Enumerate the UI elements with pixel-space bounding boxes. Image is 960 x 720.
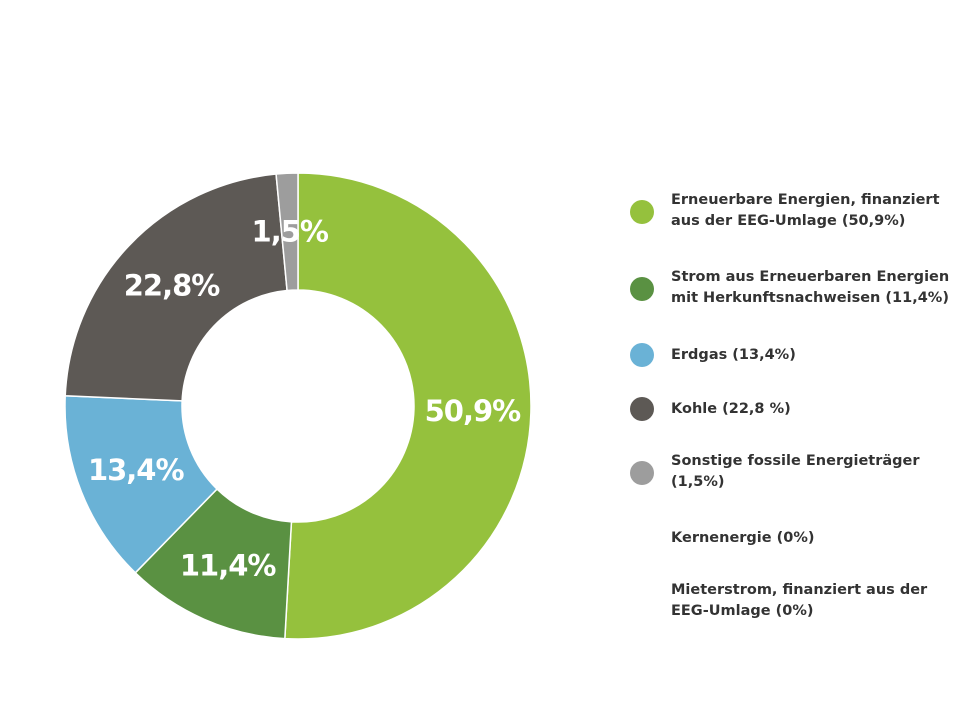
legend-label: Kernenergie (0%) [671,530,815,546]
legend-label: Sonstige fossile Energieträger (1,5%) [671,453,920,490]
legend-label: Strom aus Erneuerbaren Energien mit Herk… [671,269,950,306]
slice-coal [64,173,288,402]
slice-label-natural-gas: 13,4% [88,453,185,487]
legend-item-other-fossil: Sonstige fossile Energieträger (1,5%) [630,451,955,493]
slice-other-fossil [275,172,299,292]
legend-label: Erneuerbare Energien, finanziert aus der… [671,192,940,229]
legend-swatch [630,461,654,485]
legend-label: Mieterstrom, finanziert aus der EEG-Umla… [671,582,928,619]
donut-labels: 50,9% 11,4% 13,4% 22,8% 1,5% [88,215,522,583]
slice-label-renewable-eeg: 50,9% [425,394,522,428]
legend-item-tenant-power: Mieterstrom, finanziert aus der EEG-Umla… [630,580,955,622]
slice-label-renewable-certificates: 11,4% [180,549,277,583]
legend-label: Kohle (22,8 %) [671,401,791,417]
donut-chart: 50,9% 11,4% 13,4% 22,8% 1,5% [64,172,532,640]
legend-swatch [630,343,654,367]
legend-swatch [630,397,654,421]
legend-item-renewable-eeg: Erneuerbare Energien, finanziert aus der… [630,190,955,232]
legend-item-nuclear: Kernenergie (0%) [630,516,955,550]
legend-swatch [630,277,654,301]
slice-label-other-fossil: 1,5% [252,215,329,249]
donut-slices [64,172,532,640]
legend-swatch [630,590,654,614]
slice-natural-gas [64,394,219,574]
legend-item-natural-gas: Erdgas (13,4%) [630,333,955,367]
legend-swatch [630,200,654,224]
legend-item-coal: Kohle (22,8 %) [630,387,955,421]
slice-renewable-eeg [284,172,532,640]
legend-swatch [630,526,654,550]
slice-label-coal: 22,8% [124,269,221,303]
legend-item-renewable-certificates: Strom aus Erneuerbaren Energien mit Herk… [630,267,955,309]
legend-label: Erdgas (13,4%) [671,347,796,363]
